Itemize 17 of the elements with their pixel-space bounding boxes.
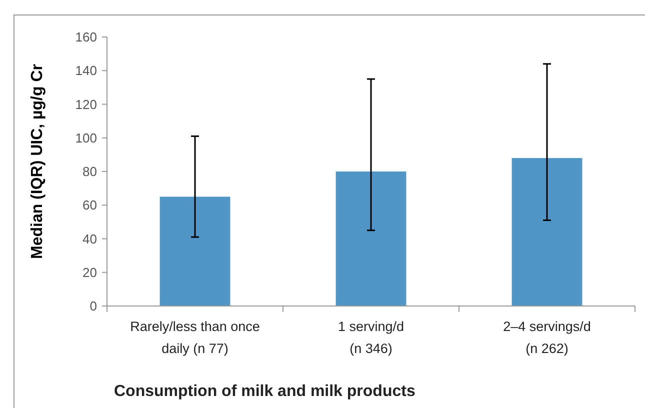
y-axis-title: Median (IQR) UIC, µg/g Cr (29, 64, 46, 259)
y-tick-label: 0 (90, 298, 97, 314)
y-tick-label: 40 (82, 231, 97, 246)
bar (160, 196, 230, 306)
x-axis-title: Consumption of milk and milk products (114, 383, 416, 400)
y-tick-label: 80 (82, 164, 97, 180)
y-tick-label: 100 (75, 130, 97, 146)
y-tick-label: 140 (75, 63, 97, 78)
bar (336, 172, 406, 306)
x-tick-label: 2–4 servings/d (n 262) (503, 319, 591, 356)
y-tick-label: 60 (82, 198, 97, 213)
y-tick-label: 120 (75, 96, 97, 112)
y-tick-label: 160 (75, 30, 97, 45)
y-tick-label: 20 (82, 264, 97, 280)
bar (512, 158, 582, 306)
x-tick-label: Rarely/less than once daily (n 77) (130, 319, 260, 356)
x-tick-label: 1 serving/d (n 346) (338, 319, 404, 356)
